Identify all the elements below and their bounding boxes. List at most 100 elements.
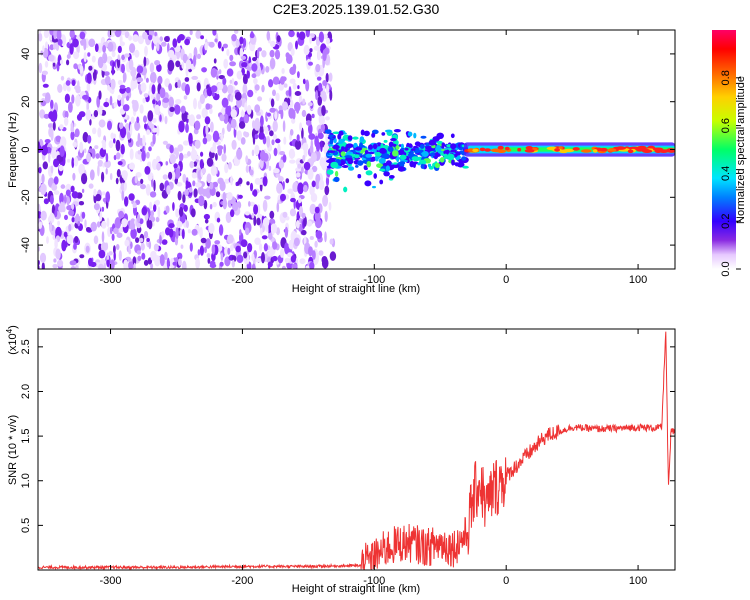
spectrogram-cell: [281, 265, 286, 269]
spectrogram-cell: [278, 83, 284, 91]
colorbar-ticks: 0.0 0.2 0.4 0.6 0.8: [720, 70, 741, 277]
spectrogram-cell: [267, 245, 271, 251]
spectrogram-cell: [407, 131, 413, 137]
spectrogram-cell: [187, 229, 191, 234]
spectrogram-cell: [86, 82, 91, 92]
spectrogram-cell: [152, 34, 160, 45]
spectrogram-cell: [152, 99, 156, 105]
spectrogram-cell: [236, 70, 243, 80]
spectrogram-cell: [85, 227, 91, 232]
spectrogram-cell: [387, 146, 394, 152]
spectrogram-cell: [88, 38, 96, 48]
spectrogram-cell: [247, 89, 254, 98]
top-panel: -300 -200 -100 0 100 40 20 0 -20 -40 Height of st…: [7, 29, 676, 295]
spectrogram-cell: [63, 231, 68, 238]
spectrogram-cell: [208, 223, 215, 234]
spectrogram-cell: [399, 161, 406, 165]
spectrogram-cell: [184, 77, 190, 82]
spectrogram-cell: [295, 220, 300, 229]
spectrogram-cell: [289, 208, 297, 217]
spectrogram-cell: [260, 115, 264, 127]
spectrogram-cell: [113, 101, 118, 108]
spectrogram-cell: [309, 35, 312, 44]
spectrogram-cell: [396, 155, 400, 163]
spectrogram-cell: [86, 101, 90, 112]
spectrogram-cell: [280, 248, 285, 258]
x-tick-label: 100: [629, 274, 647, 286]
spectrogram-cell: [125, 87, 131, 94]
spectrogram-cell: [231, 259, 235, 268]
spectrogram-cell: [41, 145, 48, 156]
spectrogram-cell: [301, 212, 306, 219]
spectrogram-cell: [253, 78, 258, 85]
spectrogram-cell: [383, 139, 388, 143]
spectrogram-cell: [89, 118, 92, 126]
spectrogram-cell: [211, 244, 216, 255]
spectrogram-cell: [92, 127, 97, 135]
spectrogram-peak: [615, 146, 626, 150]
spectrogram-cell: [178, 206, 184, 217]
spectrogram-cell: [288, 86, 292, 97]
spectrogram-cell: [107, 84, 110, 91]
spectrogram-cell: [230, 175, 233, 186]
spectrogram-cell: [162, 174, 168, 180]
spectrogram-cell: [246, 181, 250, 186]
spectrogram-cell: [49, 195, 54, 205]
spectrogram-cell: [303, 161, 311, 171]
spectrogram-cell: [96, 221, 101, 228]
spectrogram-cell: [129, 148, 134, 160]
spectrogram-peak: [580, 149, 592, 153]
spectrogram-cell: [58, 205, 65, 213]
spectrogram-cell: [388, 175, 395, 179]
spectrogram-cell: [320, 140, 323, 153]
spectrogram-cell: [301, 127, 304, 140]
spectrogram-cell: [441, 142, 446, 148]
spectrogram-cell: [265, 66, 270, 73]
spectrogram-cell: [66, 234, 74, 245]
spectrogram-peak: [492, 148, 504, 153]
spectrogram-cell: [155, 216, 160, 223]
spectrogram-cell: [204, 41, 208, 51]
spectrogram-cell: [321, 105, 326, 117]
spectrogram-cell: [462, 165, 469, 169]
spectrogram-cell: [221, 97, 229, 108]
spectrogram-cell: [326, 169, 334, 175]
spectrogram-cell: [268, 165, 272, 171]
x-tick-label: 0: [503, 274, 509, 286]
spectrogram-cell: [84, 219, 87, 228]
spectrogram-cell: [194, 139, 201, 149]
spectrogram-cell: [235, 245, 241, 253]
spectrogram-cell: [294, 91, 302, 96]
spectrogram-cell: [296, 134, 300, 142]
spectrogram-cell: [157, 99, 161, 107]
spectrogram-cell: [128, 35, 133, 41]
spectrogram-cell: [109, 95, 113, 106]
spectrogram-cell: [206, 173, 212, 184]
spectrogram-cell: [217, 41, 222, 49]
spectrogram-cell: [204, 246, 207, 254]
spectrogram-cell: [419, 144, 425, 149]
spectrogram-cell: [317, 96, 323, 106]
bottom-panel: -300 -200 -100 0 100 2.5 2.0 1.5 1.0 0.5 Height o…: [5, 325, 676, 595]
spectrogram-cell: [181, 61, 185, 69]
spectrogram-cell: [393, 162, 398, 165]
spectrogram-cell: [38, 203, 41, 213]
spectrogram-cell: [54, 238, 58, 249]
spectrogram-cell: [282, 211, 288, 218]
spectrogram-cell: [69, 38, 72, 44]
spectrogram-cell: [52, 121, 56, 131]
spectrogram-peak: [641, 148, 650, 152]
spectrogram-peak: [497, 145, 504, 150]
colorbar-label: Normalized spectral amplitude: [735, 76, 747, 224]
spectrogram-cell: [154, 104, 160, 116]
spectrogram-cell: [157, 75, 163, 85]
spectrogram-cell: [373, 173, 378, 179]
spectrogram-cell: [139, 237, 144, 243]
spectrogram-cell: [193, 54, 196, 67]
spectrogram-cell: [393, 129, 401, 133]
spectrogram-cell: [203, 213, 210, 220]
spectrogram-cell: [181, 228, 185, 240]
spectrogram-cell: [118, 250, 122, 261]
spectrogram-cell: [307, 102, 313, 107]
spectrogram-cell: [64, 93, 70, 104]
